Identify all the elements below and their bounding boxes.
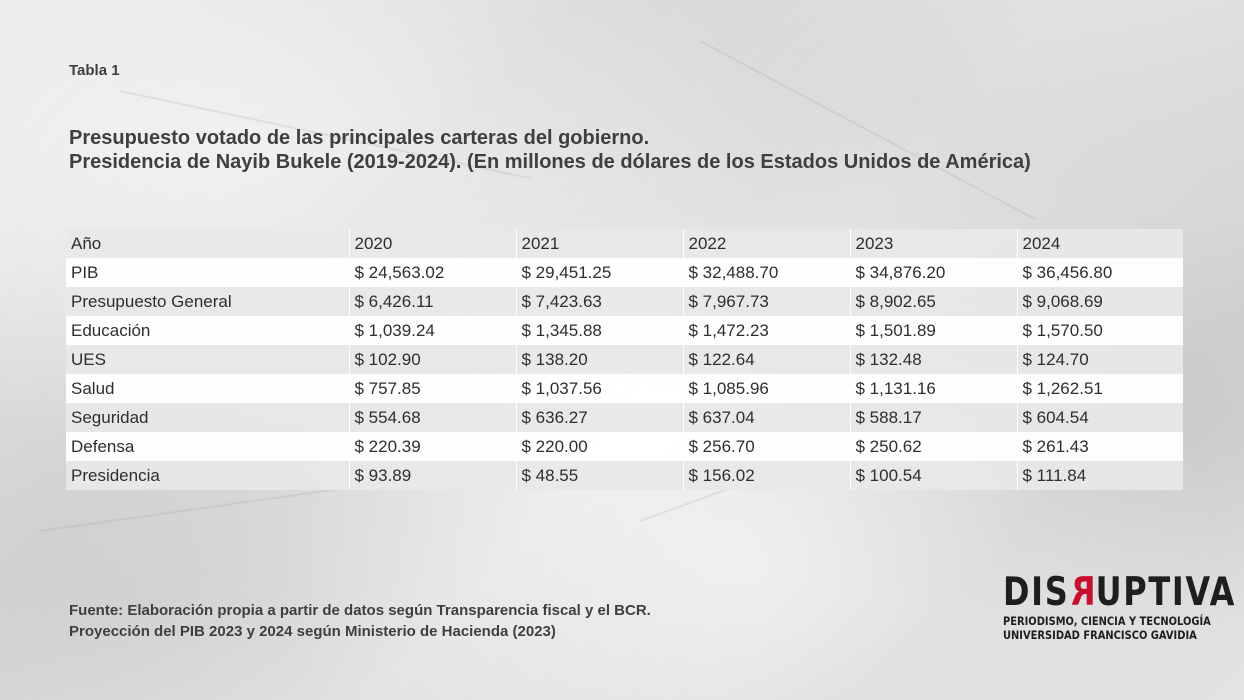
table-row: Presupuesto General $ 6,426.11 $ 7,423.63 $… bbox=[66, 287, 1183, 316]
row-label-cell: UES bbox=[66, 345, 349, 374]
table-cell: $ 124.70 bbox=[1016, 345, 1183, 374]
table-cell: $ 1,039.24 bbox=[348, 316, 516, 345]
table-cell: $ 111.84 bbox=[1016, 461, 1183, 490]
table-cell: $ 102.90 bbox=[348, 345, 516, 374]
table-cell: $ 138.20 bbox=[515, 345, 683, 374]
row-label-cell: Presidencia bbox=[66, 461, 349, 490]
table-header-cell: 2020 bbox=[348, 229, 516, 258]
logo-university: UNIVERSIDAD FRANCISCO GAVIDIA bbox=[1003, 628, 1197, 642]
table-row: Educación $ 1,039.24 $ 1,345.88 $ 1,472.23 $… bbox=[66, 316, 1183, 345]
table-cell: $ 256.70 bbox=[682, 432, 850, 461]
row-label-cell: Presupuesto General bbox=[66, 287, 349, 316]
title-line: Presupuesto votado de las principales ca… bbox=[69, 127, 650, 149]
table-cell: $ 93.89 bbox=[348, 461, 516, 490]
disruptiva-logo: DISRUPTIVA PERIODISMO, CIENCIA Y TECNOLO… bbox=[1003, 570, 1236, 642]
table-cell: $ 24,563.02 bbox=[348, 258, 516, 287]
table-row: PIB $ 24,563.02 $ 29,451.25 $ 32,488.70 $ 34… bbox=[66, 258, 1183, 287]
table-cell: $ 1,131.16 bbox=[849, 374, 1017, 403]
table-cell: $ 122.64 bbox=[682, 345, 850, 374]
title-line: Presidencia de Nayib Bukele (2019-2024).… bbox=[69, 151, 1031, 173]
table-header-row: Año 2020 2021 2022 2023 2024 bbox=[66, 229, 1183, 258]
table-header-cell: 2024 bbox=[1016, 229, 1183, 258]
table-cell: $ 8,902.65 bbox=[849, 287, 1017, 316]
logo-tagline: PERIODISMO, CIENCIA Y TECNOLOGÍA bbox=[1003, 614, 1211, 628]
table-cell: $ 32,488.70 bbox=[682, 258, 850, 287]
table-row: Seguridad $ 554.68 $ 636.27 $ 637.04 $ 588.1… bbox=[66, 403, 1183, 432]
table-cell: $ 36,456.80 bbox=[1016, 258, 1183, 287]
table-cell: $ 7,967.73 bbox=[682, 287, 850, 316]
table-cell: $ 1,345.88 bbox=[515, 316, 683, 345]
table-cell: $ 757.85 bbox=[348, 374, 516, 403]
table-cell: $ 1,501.89 bbox=[849, 316, 1017, 345]
table-cell: $ 48.55 bbox=[515, 461, 683, 490]
table-cell: $ 1,472.23 bbox=[682, 316, 850, 345]
table-cell: $ 250.62 bbox=[849, 432, 1017, 461]
table-cell: $ 34,876.20 bbox=[849, 258, 1017, 287]
table-cell: $ 1,037.56 bbox=[515, 374, 683, 403]
table-row: UES $ 102.90 $ 138.20 $ 122.64 $ 132.48 $ 124… bbox=[66, 345, 1183, 374]
table-cell: $ 132.48 bbox=[849, 345, 1017, 374]
table-header-cell: Año bbox=[66, 229, 349, 258]
table-row: Salud $ 757.85 $ 1,037.56 $ 1,085.96 $ 1,131… bbox=[66, 374, 1183, 403]
row-label-cell: Seguridad bbox=[66, 403, 349, 432]
table-cell: $ 220.39 bbox=[348, 432, 516, 461]
table-cell: $ 637.04 bbox=[682, 403, 850, 432]
budget-table: Año 2020 2021 2022 2023 2024 PIB $ 24,563.02 $ 2… bbox=[66, 229, 1183, 490]
table-cell: $ 29,451.25 bbox=[515, 258, 683, 287]
table-cell: $ 156.02 bbox=[682, 461, 850, 490]
logo-wordmark: DISRUPTIVA bbox=[1003, 570, 1236, 615]
table-cell: $ 7,423.63 bbox=[515, 287, 683, 316]
table-header-cell: 2023 bbox=[849, 229, 1017, 258]
table-row: Defensa $ 220.39 $ 220.00 $ 256.70 $ 250.62 $… bbox=[66, 432, 1183, 461]
table-header-cell: 2021 bbox=[515, 229, 683, 258]
source-line: Fuente: Elaboración propia a partir de d… bbox=[69, 602, 651, 619]
table-cell: $ 9,068.69 bbox=[1016, 287, 1183, 316]
table-cell: $ 100.54 bbox=[849, 461, 1017, 490]
table-cell: $ 1,570.50 bbox=[1016, 316, 1183, 345]
logo-accent-letter: R bbox=[1069, 570, 1096, 615]
table-cell: $ 636.27 bbox=[515, 403, 683, 432]
table-cell: $ 220.00 bbox=[515, 432, 683, 461]
table-cell: $ 261.43 bbox=[1016, 432, 1183, 461]
table-cell: $ 554.68 bbox=[348, 403, 516, 432]
page-title: Presupuesto votado de las principales ca… bbox=[69, 126, 1031, 174]
table-cell: $ 1,085.96 bbox=[682, 374, 850, 403]
row-label-cell: PIB bbox=[66, 258, 349, 287]
row-label-cell: Educación bbox=[66, 316, 349, 345]
table-row: Presidencia $ 93.89 $ 48.55 $ 156.02 $ 100.5… bbox=[66, 461, 1183, 490]
table-cell: $ 1,262.51 bbox=[1016, 374, 1183, 403]
table-cell: $ 588.17 bbox=[849, 403, 1017, 432]
table-header-cell: 2022 bbox=[682, 229, 850, 258]
source-line: Proyección del PIB 2023 y 2024 según Min… bbox=[69, 623, 556, 640]
table-cell: $ 6,426.11 bbox=[348, 287, 516, 316]
table-cell: $ 604.54 bbox=[1016, 403, 1183, 432]
row-label-cell: Salud bbox=[66, 374, 349, 403]
table-label: Tabla 1 bbox=[69, 62, 120, 79]
source-note: Fuente: Elaboración propia a partir de d… bbox=[69, 600, 651, 642]
row-label-cell: Defensa bbox=[66, 432, 349, 461]
